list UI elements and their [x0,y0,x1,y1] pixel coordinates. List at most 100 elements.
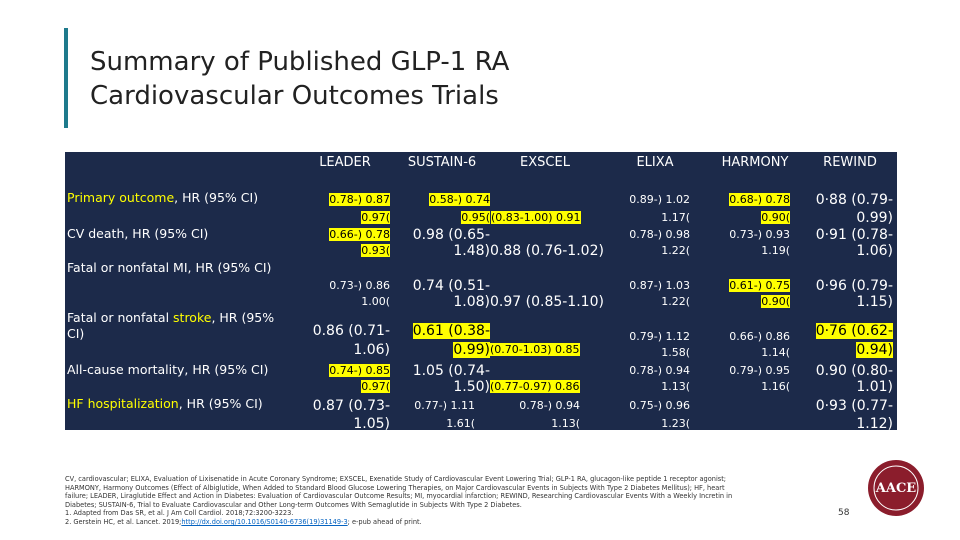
cell-text: 0.74 (0.51- [412,278,490,294]
cell-text: 0.73-) 0.93 [729,228,790,241]
cell: 0.61 (0.38- [400,323,490,340]
cell: 1.15) [800,294,893,311]
cell: 1.13( [600,379,690,394]
cell-text: 1.14( [761,346,790,359]
cell: 1.06) [800,243,893,260]
row-label-part: , HR (95% CI) [178,396,263,411]
column-header: EXSCEL [520,155,570,170]
cell-text: 0.79-) 1.12 [629,330,690,343]
cell-text: 0.86 (0.71- [312,323,390,339]
cell: 0.95( [400,210,490,225]
footnote: 1. Adapted from Das SR, et al. J Am Coll… [65,509,294,518]
cell-text: 1.06) [856,243,893,259]
cell-text: 0.78-) 0.94 [629,364,690,377]
row-label-part: Fatal or nonfatal [67,310,174,325]
row-label-part: All-cause mortality, HR (95% CI) [67,362,269,377]
cell: 0·91 (0.78- [800,227,893,244]
cell: 1.22( [600,294,690,309]
cell-text: 0.66-) 0.86 [729,330,790,343]
cell-text: 0.58-) 0.74 [429,193,490,206]
row-label-part: Primary outcome [67,190,175,205]
cell-text: 0.98 (0.65- [412,227,490,243]
cell-text: 1.00( [361,295,390,308]
column-header: LEADER [319,155,371,170]
cell: 0.73-) 0.93 [700,227,790,242]
row-label-part: HF hospitalization [67,396,179,411]
cell-text: 1.05 (0.74- [412,363,490,379]
cell-text: 0.87 (0.73- [312,398,390,414]
cell: 1.23( [600,416,690,431]
cell: 0.68-) 0.78 [700,192,790,207]
cell: 1.14( [700,345,790,360]
cell: 0.99) [400,342,490,359]
reference-text: 2. Gerstein HC, et al. Lancet. 2019; [65,518,182,526]
cell-text: 1.06) [353,342,390,358]
cell: 1.00( [300,294,390,309]
cell-text: 0.89-) 1.02 [629,193,690,206]
cell: 0·93 (0.77- [800,398,893,415]
cell-text: 0.78-) 0.94 [519,399,580,412]
cell-text: 0.93( [361,244,390,257]
cell: 0.97( [300,210,390,225]
cell: 1.05 (0.74- [400,363,490,380]
cell-text: 1.50) [453,379,490,395]
cell: 0.78-) 0.94 [600,363,690,378]
column-header: ELIXA [636,155,674,170]
cell: 0.90( [700,210,790,225]
column-header: REWIND [823,155,877,170]
cell-text: (0.70-1.03) 0.85 [490,343,580,356]
cell-text: 0·76 (0.62- [815,323,893,339]
cell: (0.77-0.97) 0.86 [490,379,600,394]
cell: 0.88 (0.76-1.02) [490,243,604,260]
cell-text: 0.68-) 0.78 [729,193,790,206]
cell-text: 0·93 (0.77- [815,398,893,414]
cell-text: 1.12) [856,416,893,432]
cell-text: 0.61 (0.38- [412,323,490,339]
cell: 0.90( [700,294,790,309]
cell: 0.75-) 0.96 [600,398,690,413]
link[interactable]: http://dx.doi.org/10.1016/S0140-6736(19)… [181,518,348,526]
cell: 0.97 (0.85-1.10) [490,294,604,311]
cell-text: 0.88 (0.76-1.02) [490,243,604,259]
cell: 1.22( [600,243,690,258]
cell: 1.58( [600,345,690,360]
cell: (0.83-1.00) 0.91 [491,210,601,225]
cell-text: 1.22( [661,244,690,257]
cell-text: 1.16( [761,380,790,393]
cell: 0.99) [800,210,893,227]
cell-text: 1.17( [661,211,690,224]
row-label-part: Fatal or nonfatal MI, HR (95% CI) [67,260,272,275]
cell: 1.12) [800,416,893,433]
cell: 1.16( [700,379,790,394]
cell: 0.66-) 0.86 [700,329,790,344]
row-label: All-cause mortality, HR (95% CI) [67,362,287,378]
cell-text: 0.90( [761,211,790,224]
cell-text: 0.97( [361,211,390,224]
cell: 1.01) [800,379,893,396]
cell-text: 0.79-) 0.95 [729,364,790,377]
logo-text: AACE [875,481,917,496]
cell: 0.74 (0.51- [400,278,490,295]
accent-bar [64,28,68,128]
column-header: HARMONY [721,155,789,170]
cell-text: 1.58( [661,346,690,359]
cell: 0.61-) 0.75 [700,278,790,293]
cell-text: 0.99) [453,342,490,358]
cell: 0.58-) 0.74 [400,192,490,207]
reference: 2. Gerstein HC, et al. Lancet. 2019;http… [65,518,422,527]
cell-text: 1.19( [761,244,790,257]
cell: 0.78-) 0.94 [500,398,580,413]
cell: 0.79-) 0.95 [700,363,790,378]
cell: 0·76 (0.62- [800,323,893,340]
cell-text: 1.48) [453,243,490,259]
cell-text: 1.22( [661,295,690,308]
cell-text: 0·88 (0.79- [815,192,893,208]
cell: 0.94) [800,342,893,359]
cell: 1.05) [300,416,390,433]
cell-text: 0.78-) 0.87 [329,193,390,206]
cell-text: 0.75-) 0.96 [629,399,690,412]
cell-text: 1.05) [353,416,390,432]
cell: 0.79-) 1.12 [600,329,690,344]
cell-text: 1.08) [453,294,490,310]
